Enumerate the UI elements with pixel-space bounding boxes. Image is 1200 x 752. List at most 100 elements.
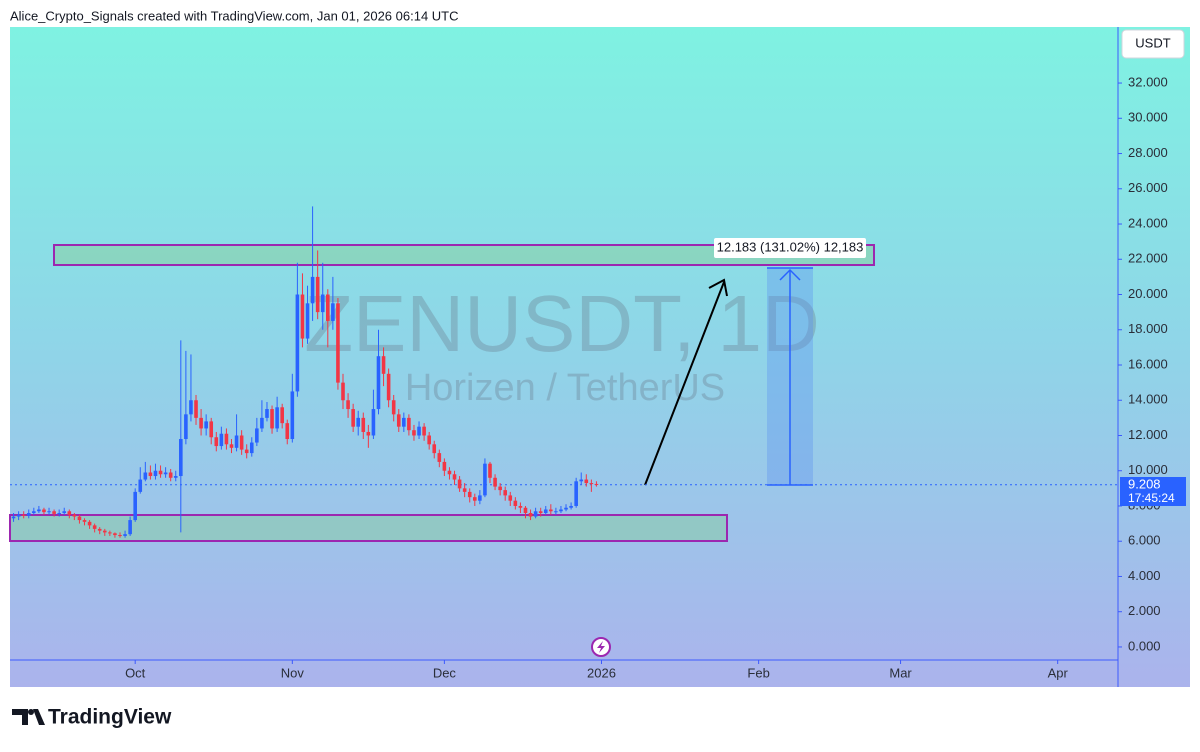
candle-body <box>87 521 92 526</box>
candle-body <box>417 426 421 436</box>
candle-body <box>351 409 355 427</box>
measure-arrowhead <box>779 268 801 281</box>
candle-body <box>336 303 340 383</box>
candle-body <box>153 470 158 477</box>
y-tick-label: 14.000 <box>1128 392 1168 407</box>
candle-body <box>498 486 502 491</box>
y-tick-label: 28.000 <box>1128 145 1168 160</box>
y-tick-label: 0.000 <box>1128 638 1161 653</box>
watermark-symbol: ZENUSDT, 1D <box>304 279 820 368</box>
candle-body <box>442 461 447 471</box>
candle-body <box>199 417 203 429</box>
candle-body <box>52 511 56 514</box>
candle-body <box>300 294 305 339</box>
candle-body <box>295 294 300 392</box>
candle-body <box>386 373 391 401</box>
x-tick-label: Dec <box>433 665 457 680</box>
candle-body <box>331 303 335 321</box>
y-tick-label: 22.000 <box>1128 251 1168 266</box>
y-tick-label: 12.000 <box>1128 427 1168 442</box>
candle-body <box>168 472 173 478</box>
x-tick-label: 2026 <box>587 665 616 680</box>
candle-body <box>57 513 61 515</box>
candle-body <box>310 276 315 304</box>
candle-body <box>184 414 188 440</box>
axes: 0.0002.0004.0006.0008.00010.00012.00014.… <box>125 74 1168 680</box>
candle-body <box>32 511 36 514</box>
candle-body <box>72 514 77 517</box>
candle-body <box>427 435 431 445</box>
last-price: 9.208 <box>1128 476 1161 491</box>
candle-body <box>422 426 426 436</box>
candle-body <box>315 276 320 313</box>
y-tick-label: 32.000 <box>1128 74 1168 89</box>
candle-body <box>113 533 117 536</box>
candle-body <box>148 472 153 477</box>
measure-label: 12.183 (131.02%) 12,183 <box>717 239 864 254</box>
y-tick-label: 2.000 <box>1128 603 1161 618</box>
candle-body <box>569 505 573 508</box>
brand-logo <box>12 709 45 725</box>
candle-body <box>366 431 371 436</box>
candle-body <box>102 530 107 533</box>
candle-body <box>564 507 568 510</box>
candle-body <box>118 535 122 537</box>
candle-body <box>285 423 290 440</box>
x-tick-label: Nov <box>281 665 305 680</box>
candle-body <box>11 516 16 519</box>
resistance-zone <box>53 244 875 266</box>
candle-body <box>173 476 178 478</box>
candle-body <box>412 430 416 436</box>
candle-body <box>204 421 208 429</box>
y-tick-label: 10.000 <box>1128 462 1168 477</box>
candle-body <box>260 417 264 429</box>
candle-body <box>391 400 396 415</box>
candle-body <box>528 513 533 517</box>
candle-body <box>123 534 127 536</box>
candle-body <box>209 421 214 438</box>
candle-body <box>478 495 482 501</box>
candle-body <box>219 433 224 447</box>
y-tick-label: 30.000 <box>1128 110 1168 125</box>
candle-body <box>158 470 163 475</box>
candle-body <box>396 414 401 427</box>
currency: USDT <box>1135 35 1170 50</box>
candle-body <box>280 407 284 424</box>
candle-body <box>138 479 143 492</box>
candle-body <box>371 409 376 436</box>
candle-body <box>533 511 538 517</box>
y-tick-label: 26.000 <box>1128 180 1168 195</box>
candle-body <box>326 294 330 321</box>
candle-body <box>538 511 543 514</box>
candle-body <box>77 516 82 521</box>
trend-arrow <box>644 281 725 486</box>
y-tick-label: 20.000 <box>1128 286 1168 301</box>
y-tick-label: 24.000 <box>1128 215 1168 230</box>
currency-box <box>1121 29 1185 59</box>
x-tick-label: Apr <box>1048 665 1069 680</box>
candle-body <box>47 511 51 513</box>
candle-body <box>467 491 472 498</box>
candle-body <box>452 474 457 480</box>
y-tick-label: 6.000 <box>1128 533 1161 548</box>
candle-body <box>62 511 67 514</box>
candle-body <box>579 479 584 482</box>
candle-body <box>128 520 132 535</box>
candle-body <box>432 444 437 454</box>
candle-body <box>508 495 513 501</box>
candle-body <box>402 417 406 427</box>
candle-body <box>108 532 112 534</box>
candle-body <box>224 433 229 445</box>
measure-label-box <box>714 238 866 258</box>
candle-body <box>376 356 381 410</box>
candle-body <box>97 528 102 531</box>
y-tick-label: 18.000 <box>1128 321 1168 336</box>
candle-body <box>381 356 386 374</box>
candle-body <box>270 409 274 429</box>
brand: TradingView <box>48 706 172 729</box>
candle-body <box>447 470 452 475</box>
candle-body <box>523 507 528 514</box>
candle-body <box>239 435 244 450</box>
